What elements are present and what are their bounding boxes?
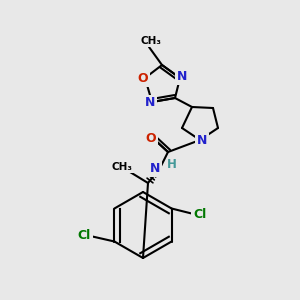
Text: H: H bbox=[167, 158, 177, 172]
Text: CH₃: CH₃ bbox=[140, 36, 161, 46]
Text: Cl: Cl bbox=[78, 229, 91, 242]
Text: Cl: Cl bbox=[193, 208, 206, 221]
Text: O: O bbox=[146, 133, 156, 146]
Text: O: O bbox=[138, 73, 148, 85]
Text: N: N bbox=[150, 163, 160, 176]
Text: CH₃: CH₃ bbox=[112, 162, 133, 172]
Text: N: N bbox=[145, 97, 155, 110]
Text: N: N bbox=[197, 134, 207, 148]
Text: N: N bbox=[177, 70, 187, 83]
